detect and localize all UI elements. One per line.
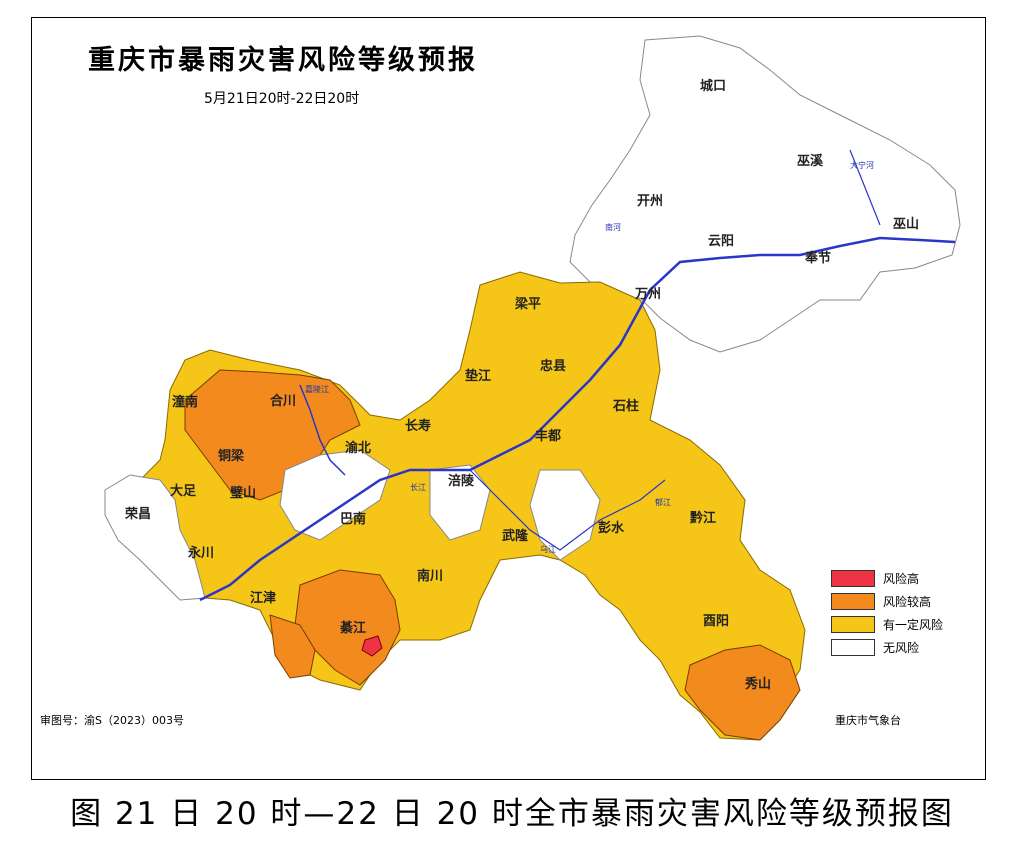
river-label: 大宁河 bbox=[850, 160, 874, 170]
legend-item-moderate: 有一定风险 bbox=[831, 614, 943, 635]
district-label: 丰都 bbox=[535, 428, 561, 444]
district-label: 万州 bbox=[634, 287, 661, 302]
legend-item-higher: 风险较高 bbox=[831, 591, 943, 612]
river-label: 乌江 bbox=[540, 544, 556, 554]
map-subtitle: 5月21日20时-22日20时 bbox=[204, 91, 360, 107]
river-label: 南河 bbox=[605, 222, 621, 232]
agency-name: 重庆市气象台 bbox=[835, 714, 901, 727]
district-label: 秀山 bbox=[744, 676, 771, 692]
district-label: 潼南 bbox=[172, 394, 198, 410]
region-central-none bbox=[429, 464, 491, 541]
district-label: 武隆 bbox=[502, 528, 529, 544]
legend-item-high: 风险高 bbox=[831, 568, 943, 589]
wu-river bbox=[469, 469, 666, 551]
district-label: 江津 bbox=[250, 590, 276, 606]
district-label: 璧山 bbox=[230, 485, 256, 501]
legend-swatch-high bbox=[831, 570, 875, 587]
district-label: 合川 bbox=[270, 393, 296, 409]
district-label: 城口 bbox=[700, 78, 726, 94]
legend-label: 风险较高 bbox=[883, 595, 932, 609]
district-label: 荣昌 bbox=[124, 506, 151, 522]
approval-number: 审图号：渝S（2023）003号 bbox=[40, 714, 184, 727]
river-label: 长江 bbox=[410, 482, 426, 492]
district-label: 梁平 bbox=[514, 296, 541, 312]
district-label: 铜梁 bbox=[217, 448, 245, 464]
district-label: 石柱 bbox=[612, 398, 639, 414]
district-label: 巫溪 bbox=[797, 153, 824, 169]
district-label: 彭水 bbox=[598, 520, 625, 536]
legend-swatch-moderate bbox=[831, 616, 875, 633]
district-label: 忠县 bbox=[540, 358, 566, 374]
district-label: 大足 bbox=[170, 483, 197, 499]
legend-item-none: 无风险 bbox=[831, 637, 943, 658]
region-xiushan-high bbox=[684, 644, 801, 741]
district-label: 渝北 bbox=[345, 440, 371, 456]
region-urban-none bbox=[279, 449, 391, 541]
yangtze-river bbox=[199, 236, 956, 602]
district-label: 奉节 bbox=[804, 250, 831, 266]
legend-label: 风险高 bbox=[883, 572, 920, 586]
district-label: 巫山 bbox=[893, 216, 919, 232]
legend: 风险高 风险较高 有一定风险 无风险 bbox=[831, 568, 943, 660]
legend-label: 有一定风险 bbox=[883, 618, 944, 632]
district-label: 永川 bbox=[187, 545, 214, 561]
district-label: 酉阳 bbox=[703, 614, 729, 629]
river-label: 郁江 bbox=[655, 497, 671, 507]
region-wulong-none bbox=[529, 469, 601, 561]
district-label: 垫江 bbox=[465, 368, 491, 384]
map-title: 重庆市暴雨灾害风险等级预报 bbox=[88, 45, 478, 76]
daning-river bbox=[849, 149, 881, 226]
district-label: 云阳 bbox=[708, 234, 734, 249]
region-jiangjin-orange bbox=[269, 614, 316, 679]
district-label: 长寿 bbox=[405, 418, 431, 434]
district-label: 开州 bbox=[637, 194, 663, 209]
figure-caption: 图 21 日 20 时—22 日 20 时全市暴雨灾害风险等级预报图 bbox=[70, 796, 954, 832]
district-label: 綦江 bbox=[339, 620, 366, 636]
legend-swatch-higher bbox=[831, 593, 875, 610]
district-label: 南川 bbox=[417, 568, 443, 584]
region-red-high bbox=[361, 635, 383, 657]
district-label: 涪陵 bbox=[448, 473, 475, 489]
river-label: 嘉陵江 bbox=[305, 384, 329, 394]
legend-label: 无风险 bbox=[883, 641, 920, 655]
district-label: 黔江 bbox=[690, 510, 716, 526]
district-label: 巴南 bbox=[340, 511, 366, 527]
legend-swatch-none bbox=[831, 639, 875, 656]
jialing-river bbox=[299, 384, 346, 476]
